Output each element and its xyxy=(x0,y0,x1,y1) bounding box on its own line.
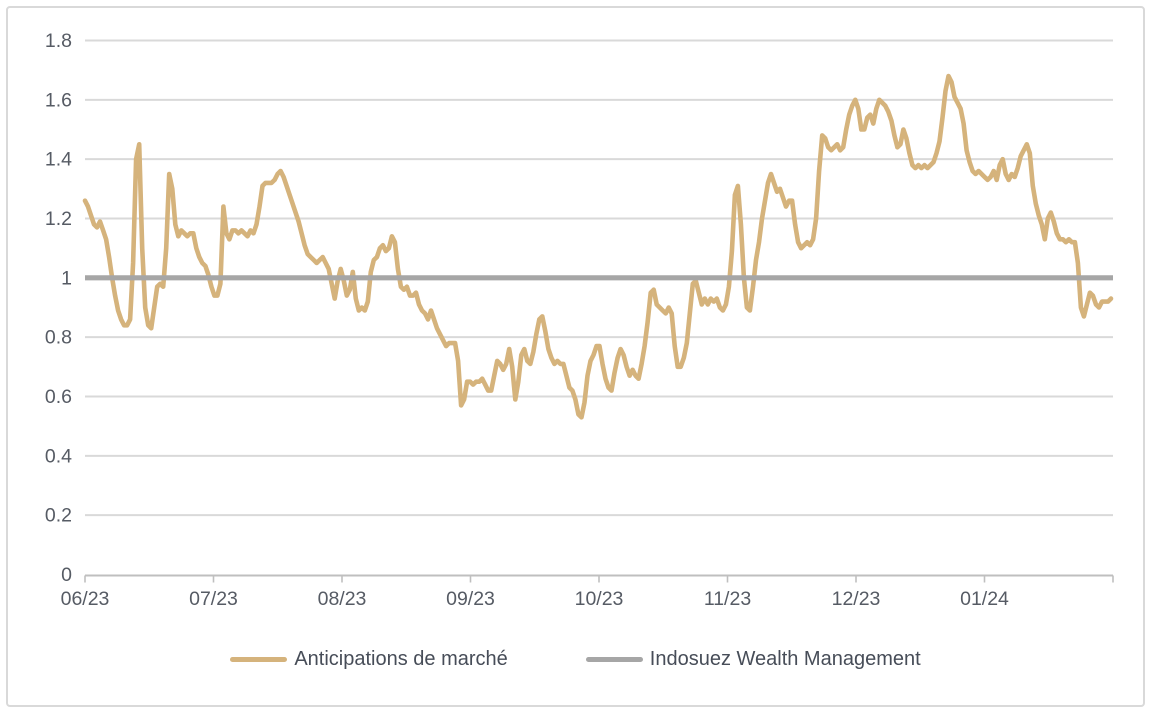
x-axis-tick-label: 10/23 xyxy=(575,588,624,610)
y-axis-tick-label: 1.6 xyxy=(45,89,72,111)
y-axis-tick-label: 0.4 xyxy=(45,445,72,467)
y-axis-tick-label: 1.4 xyxy=(45,149,72,171)
x-axis-tick-label: 01/24 xyxy=(960,588,1009,610)
x-axis-tick-label: 06/23 xyxy=(61,588,110,610)
y-axis-tick-label: 0.8 xyxy=(45,327,72,349)
legend-item-anticipations: Anticipations de marché xyxy=(230,648,508,671)
legend-swatch-indosuez-icon xyxy=(585,657,643,662)
x-axis-tick-label: 08/23 xyxy=(318,588,367,610)
x-axis-tick-label: 11/23 xyxy=(704,588,751,610)
x-axis-tick-label: 07/23 xyxy=(189,588,238,610)
legend-label-anticipations: Anticipations de marché xyxy=(294,648,508,670)
legend-swatch-anticipations-icon xyxy=(230,657,288,662)
y-axis-tick-label: 1.2 xyxy=(45,208,72,230)
y-axis-tick-label: 0.2 xyxy=(45,505,72,527)
series-anticipations-line xyxy=(82,73,1114,420)
y-axis-tick-label: 1 xyxy=(61,267,72,289)
legend-item-indosuez: Indosuez Wealth Management xyxy=(585,648,921,671)
x-axis-tick-label: 12/23 xyxy=(832,588,881,610)
x-axis-tick-label: 09/23 xyxy=(446,588,495,610)
legend: Anticipations de marché Indosuez Wealth … xyxy=(0,648,1151,671)
y-axis-tick-label: 0.6 xyxy=(45,386,72,408)
y-axis-tick-label: 1.8 xyxy=(45,30,72,52)
y-axis-tick-label: 0 xyxy=(61,564,72,586)
legend-label-indosuez: Indosuez Wealth Management xyxy=(649,648,921,670)
